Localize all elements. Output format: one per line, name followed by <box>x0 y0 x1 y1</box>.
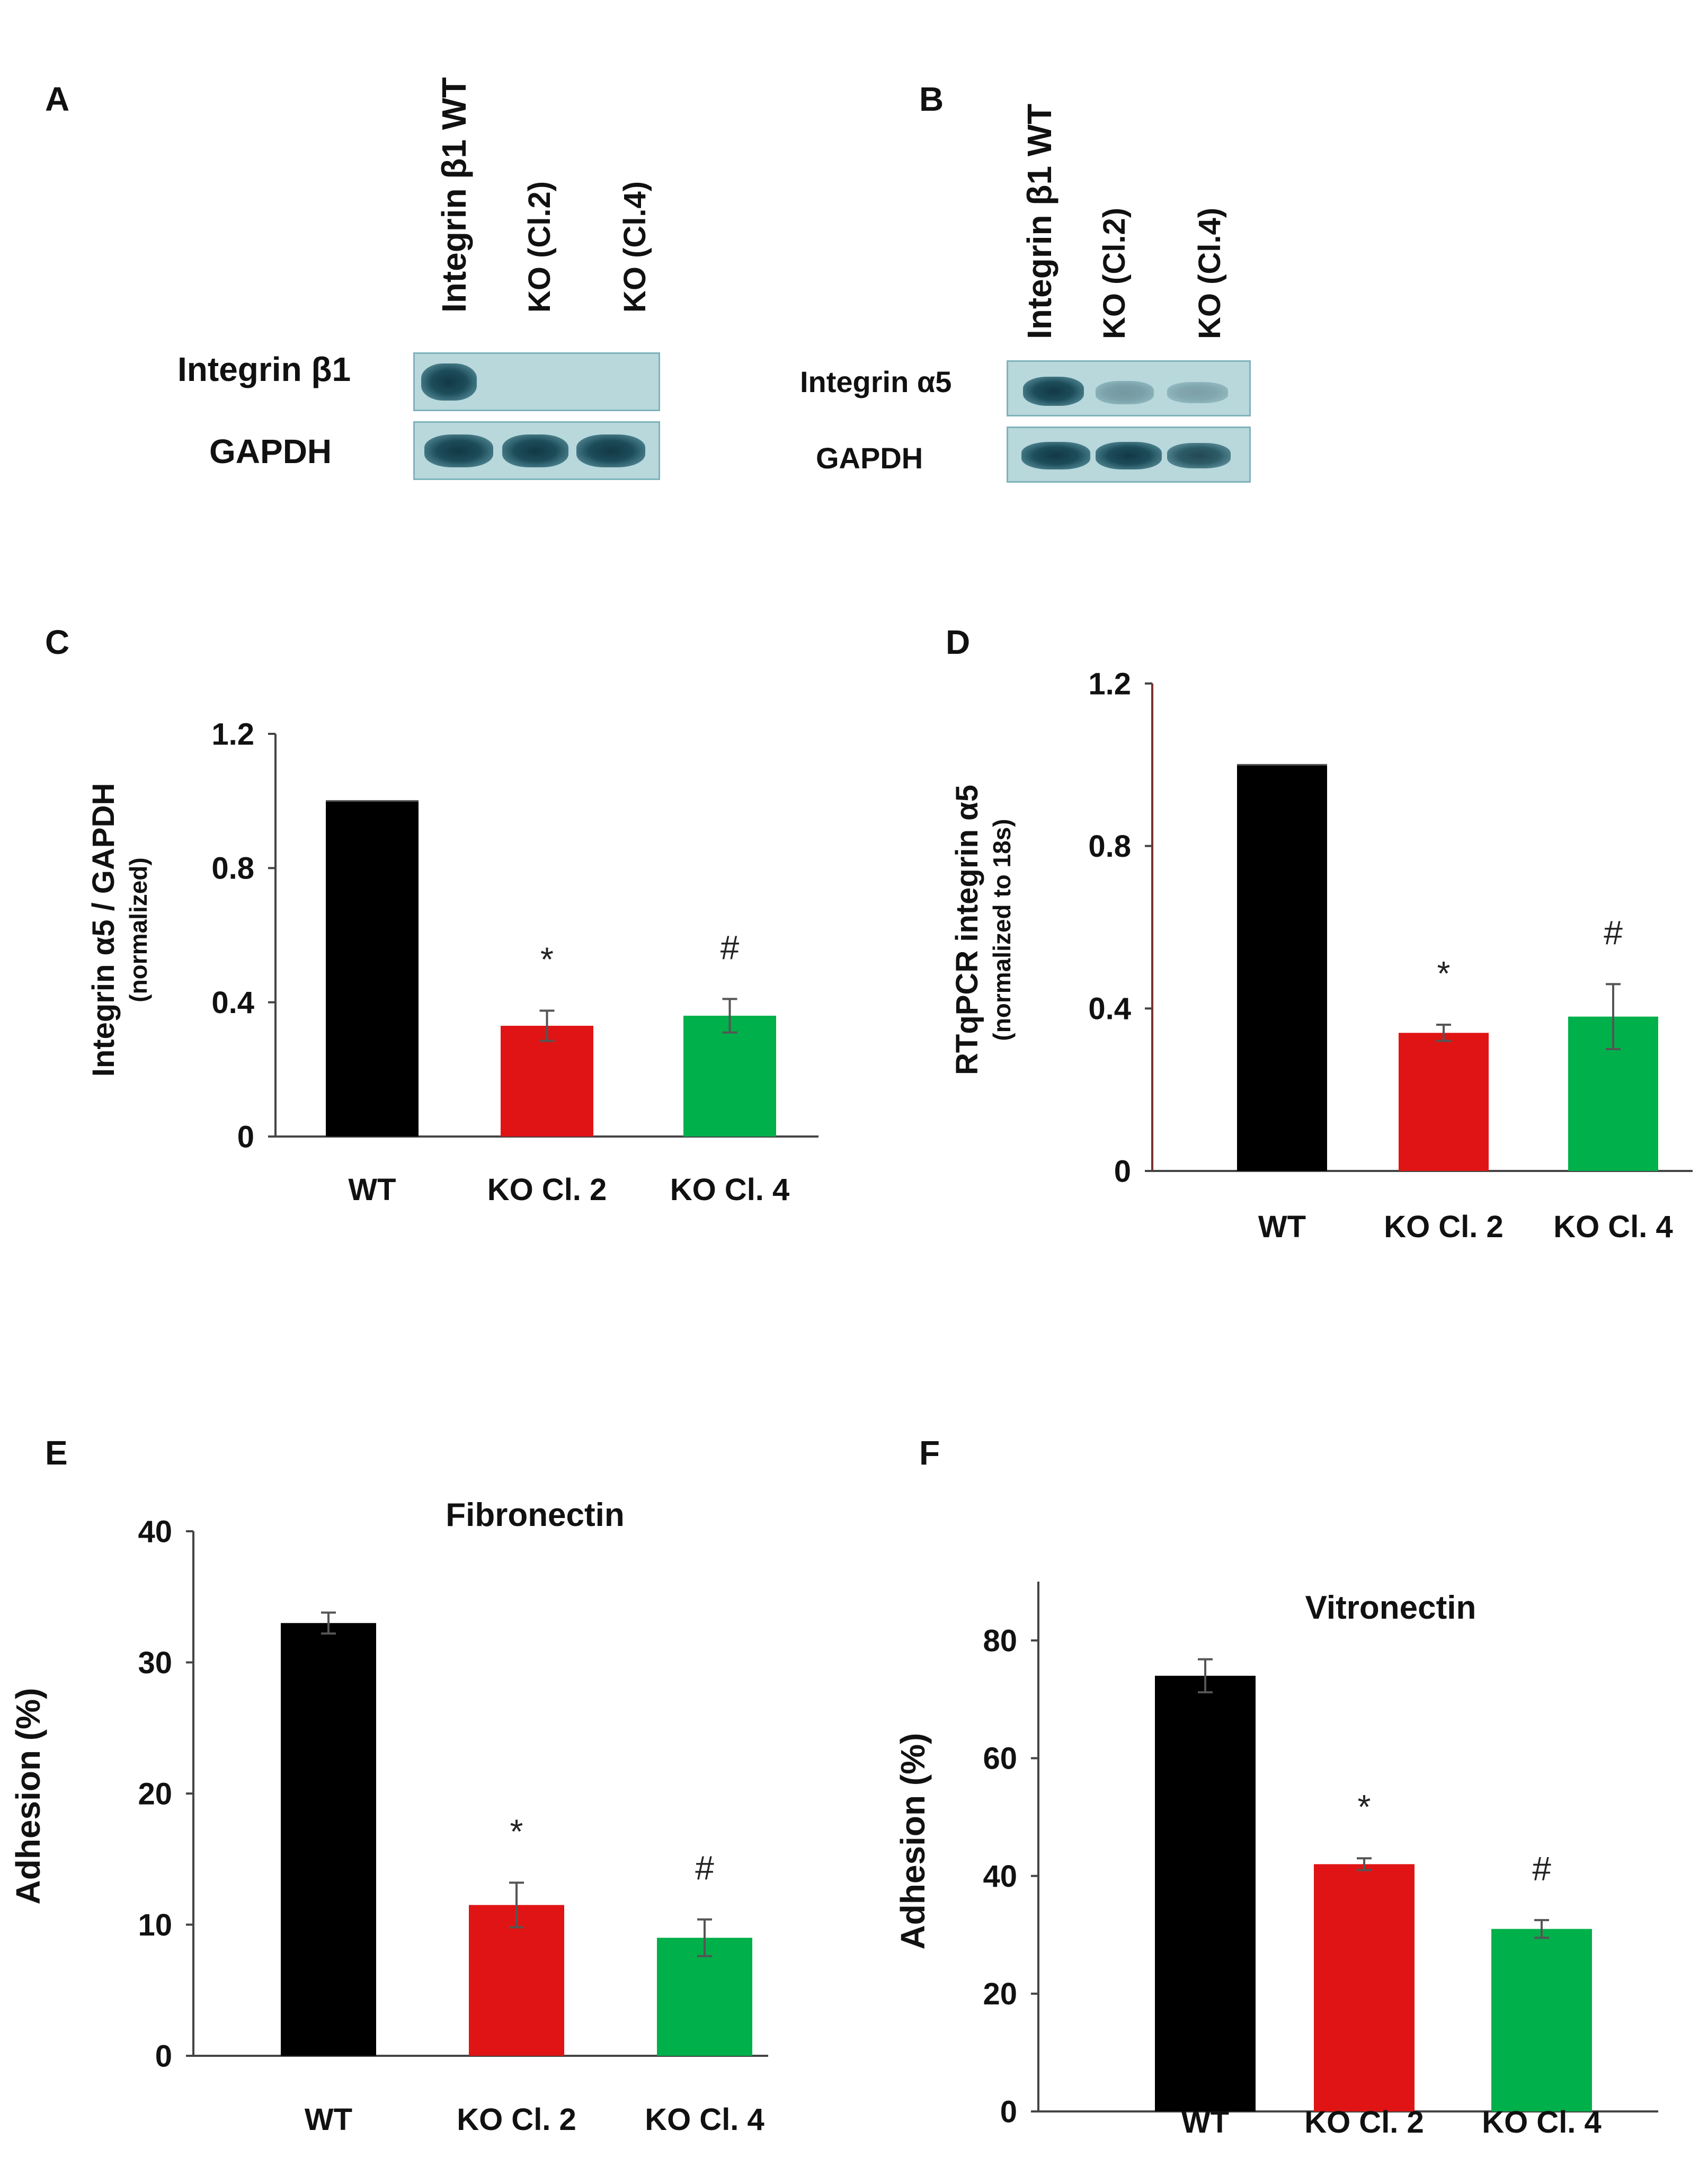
bar-ko-cl-2 <box>469 1905 564 2056</box>
x-tick-label: KO Cl. 4 <box>670 1173 790 1207</box>
chart-e: 0 10 20 30 40 WT * KO Cl. 2 # KO Cl. 4 Adhesion (%… <box>9 1497 768 2137</box>
y-axis-label: Integrin α5 / GAPDH <box>86 783 121 1077</box>
y-axis-label: Adhesion (%) <box>894 1733 932 1950</box>
chart-c: 0 0.4 0.8 1.2 WT * KO Cl. 2 # KO Cl. 4 Integrin α… <box>86 717 819 1207</box>
row-label-gapdh: GAPDH <box>209 432 332 471</box>
blot-row-integrin-b1 <box>413 352 660 411</box>
x-tick-label: KO Cl. 2 <box>487 1173 607 1207</box>
band-b-wt-gapdh <box>1021 442 1090 469</box>
y-tick-label: 0.4 <box>211 986 254 1020</box>
bar-ko-cl-4 <box>683 1016 776 1137</box>
band-b-cl4-gapdh <box>1167 443 1231 468</box>
panel-label-d: D <box>946 623 971 661</box>
y-tick-label: 30 <box>138 1646 172 1680</box>
y-tick-label: 0 <box>155 2039 172 2073</box>
panel-label-e: E <box>45 1434 68 1472</box>
y-tick-label: 0.4 <box>1088 992 1131 1026</box>
significance-marker: * <box>540 940 554 979</box>
band-a-cl2-gapdh <box>502 434 568 467</box>
x-tick-label: WT <box>1258 1210 1306 1244</box>
y-tick-label: 40 <box>983 1859 1017 1894</box>
y-tick-label: 10 <box>138 1908 172 1942</box>
bar-ko-cl-2 <box>1314 1864 1415 2111</box>
y-axis-sublabel: (normalized) <box>124 857 152 1002</box>
band-b-cl2-gapdh <box>1096 442 1162 469</box>
panel-label-a: A <box>45 80 70 118</box>
significance-marker: # <box>1604 913 1623 952</box>
y-tick-label: 60 <box>983 1742 1017 1776</box>
significance-marker: # <box>720 928 740 966</box>
y-axis-label: RTqPCR integrin α5 <box>950 785 984 1075</box>
x-tick-label: KO Cl. 4 <box>1553 1210 1673 1244</box>
y-tick-label: 20 <box>983 1977 1017 2011</box>
chart-d: 0 0.4 0.8 1.2 WT * KO Cl. 2 # KO Cl. 4 RTqPCR int… <box>950 667 1693 1244</box>
band-a-cl4-gapdh <box>576 434 645 467</box>
x-tick-label: WT <box>1181 2105 1229 2140</box>
row-label-integrin-a5: Integrin α5 <box>800 365 952 398</box>
panel-label-c: C <box>45 623 70 661</box>
blot-row-gapdh <box>413 421 660 480</box>
significance-marker: * <box>1358 1788 1371 1826</box>
significance-marker: # <box>1532 1850 1551 1888</box>
x-tick-label: KO Cl. 4 <box>1482 2105 1602 2140</box>
y-tick-label: 0.8 <box>211 851 254 886</box>
y-axis-label: Adhesion (%) <box>9 1688 47 1905</box>
x-tick-label: KO Cl. 2 <box>1384 1210 1504 1244</box>
band-a-wt-b1 <box>421 363 477 401</box>
x-tick-label: WT <box>305 2102 352 2137</box>
bar-wt <box>326 801 419 1137</box>
panel-label-b: B <box>919 80 944 118</box>
y-tick-label: 1.2 <box>1088 667 1131 701</box>
significance-marker: * <box>1437 954 1451 992</box>
band-b-wt-a5 <box>1023 377 1084 406</box>
significance-marker: * <box>510 1812 523 1850</box>
band-a-wt-gapdh <box>424 434 493 467</box>
chart-title: Fibronectin <box>446 1497 625 1533</box>
bar-ko-cl-4 <box>1491 1929 1592 2111</box>
significance-marker: # <box>695 1849 714 1887</box>
x-tick-label: KO Cl. 2 <box>457 2102 576 2137</box>
y-tick-label: 40 <box>138 1514 172 1549</box>
bar-wt <box>281 1623 376 2056</box>
y-tick-label: 1.2 <box>211 717 254 751</box>
y-tick-label: 80 <box>983 1623 1017 1658</box>
bar-ko-cl-2 <box>1399 1033 1489 1171</box>
y-tick-label: 0 <box>1114 1154 1131 1188</box>
chart-f: 0 20 40 60 80 WT * KO Cl. 2 # KO Cl. 4 Adhesion (%… <box>894 1582 1658 2140</box>
y-tick-label: 0 <box>1000 2094 1017 2129</box>
x-tick-label: KO Cl. 2 <box>1304 2105 1424 2140</box>
bar-ko-cl-2 <box>501 1026 593 1137</box>
y-axis-sublabel: (normalized to 18s) <box>988 819 1016 1041</box>
bar-ko-cl-4 <box>657 1938 752 2056</box>
bar-wt <box>1155 1675 1256 2111</box>
row-label-gapdh: GAPDH <box>816 441 923 475</box>
y-tick-label: 0 <box>237 1120 254 1154</box>
y-tick-label: 20 <box>138 1777 172 1811</box>
bar-wt <box>1237 765 1327 1171</box>
y-tick-label: 0.8 <box>1088 829 1131 864</box>
band-b-cl4-a5 <box>1167 382 1228 403</box>
panel-label-f: F <box>919 1434 940 1472</box>
x-tick-label: WT <box>348 1173 396 1207</box>
row-label-integrin-b1: Integrin β1 <box>177 350 351 388</box>
band-b-cl2-a5 <box>1096 381 1154 404</box>
blot-row-gapdh <box>1007 427 1251 483</box>
chart-title: Vitronectin <box>1305 1590 1476 1626</box>
x-tick-label: KO Cl. 4 <box>645 2102 764 2137</box>
blot-row-integrin-a5 <box>1007 360 1251 416</box>
